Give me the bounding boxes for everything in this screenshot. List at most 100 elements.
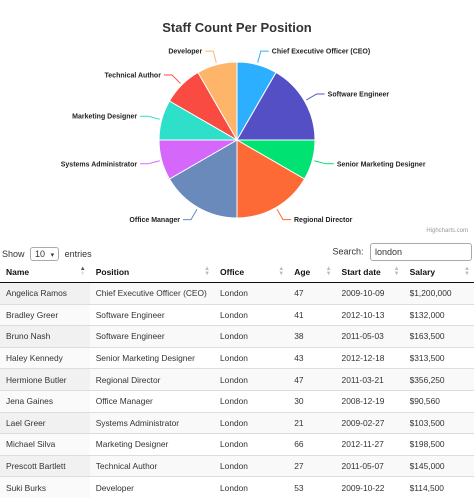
cell-name: Lael Greer — [0, 411, 90, 434]
pie-connector-office-manager — [183, 209, 198, 221]
cell-age: 38 — [288, 325, 336, 348]
cell-name: Hermione Butler — [0, 368, 90, 391]
table-row[interactable]: Lael Greer Systems Administrator London 21 2… — [0, 411, 474, 434]
sort-icon: ▲ ▼ — [278, 266, 285, 277]
column-header-label: Office — [220, 267, 245, 277]
column-header-start-date[interactable]: Start date ▲ ▼ — [335, 262, 404, 283]
entries-select[interactable]: 10 ▾ — [30, 247, 60, 261]
cell-start-date: 2011-05-07 — [335, 454, 404, 477]
cell-office: London — [214, 476, 289, 498]
search-label: Search: — [332, 246, 364, 257]
cell-name: Suki Burks — [0, 476, 90, 498]
cell-name: Jena Gaines — [0, 389, 90, 413]
search-input[interactable]: london — [370, 243, 472, 261]
chart-credits[interactable]: Highcharts.com — [426, 228, 468, 234]
table-row[interactable]: Bradley Greer Software Engineer London 41 20… — [0, 303, 474, 326]
cell-salary: $132,000 — [403, 303, 474, 326]
sort-icon: ▲ ▼ — [79, 266, 86, 277]
column-header-name[interactable]: Name ▲ ▼ — [0, 262, 90, 283]
cell-age: 43 — [288, 346, 336, 369]
cell-age: 53 — [288, 476, 336, 498]
cell-position: Technical Author — [89, 454, 215, 477]
pie-connector-chief-executive-officer-ceo — [257, 50, 269, 63]
chevron-down-icon: ▾ — [50, 252, 55, 259]
cell-position: Software Engineer — [89, 325, 215, 348]
pie-label-developer: Developer — [168, 49, 202, 56]
cell-salary: $1,200,000 — [403, 282, 474, 305]
staff-table: Name ▲ ▼ Position ▲ ▼ Office ▲ ▼ Age ▲ ▼ Start date ▲… — [0, 262, 474, 498]
column-header-age[interactable]: Age ▲ ▼ — [288, 262, 336, 283]
column-header-office[interactable]: Office ▲ ▼ — [214, 262, 289, 283]
cell-start-date: 2009-02-27 — [335, 411, 404, 434]
table-row[interactable]: Hermione Butler Regional Director London 47… — [0, 368, 474, 391]
table-header-row: Name ▲ ▼ Position ▲ ▼ Office ▲ ▼ Age ▲ ▼ Start date ▲… — [0, 262, 474, 283]
pie-slice-developer[interactable] — [197, 61, 238, 142]
pie-slice-software-engineer[interactable] — [236, 71, 316, 141]
cell-position: Systems Administrator — [89, 411, 215, 434]
cell-start-date: 2012-12-18 — [335, 346, 404, 369]
table-controls: Show 10 ▾ entries Search: london — [0, 243, 474, 263]
cell-name: Michael Silva — [0, 433, 90, 456]
cell-office: London — [214, 389, 289, 413]
cell-age: 47 — [288, 368, 336, 391]
length-control: Show 10 ▾ entries — [2, 247, 92, 261]
pie-connector-software-engineer — [306, 93, 325, 101]
column-header-position[interactable]: Position ▲ ▼ — [89, 262, 215, 283]
column-header-label: Start date — [341, 267, 381, 277]
cell-salary: $103,500 — [403, 411, 474, 434]
pie-chart-svg: Staff Count Per Position Chief Executive… — [61, 20, 426, 224]
pie-slice-regional-director[interactable] — [236, 139, 306, 219]
cell-position: Marketing Designer — [89, 433, 215, 456]
pie-slice-office-manager[interactable] — [168, 139, 238, 219]
sort-icon: ▲ ▼ — [204, 266, 211, 277]
cell-office: London — [214, 454, 289, 477]
pie-connector-developer — [205, 50, 217, 63]
sort-icon: ▲ ▼ — [325, 266, 332, 277]
cell-age: 27 — [288, 454, 336, 477]
cell-salary: $356,250 — [403, 368, 474, 391]
cell-position: Developer — [89, 476, 215, 498]
cell-name: Haley Kennedy — [0, 346, 90, 369]
cell-salary: $90,560 — [403, 389, 474, 413]
table-row[interactable]: Angelica Ramos Chief Executive Officer (C… — [0, 282, 474, 305]
cell-salary: $198,500 — [403, 433, 474, 456]
sort-icon: ▲ ▼ — [464, 266, 470, 277]
table-row[interactable]: Prescott Bartlett Technical Author London 2… — [0, 454, 474, 477]
cell-office: London — [214, 346, 289, 369]
cell-start-date: 2011-05-03 — [335, 325, 404, 348]
table-row[interactable]: Michael Silva Marketing Designer London 66 2… — [0, 433, 474, 456]
cell-position: Office Manager — [89, 389, 215, 413]
table-row[interactable]: Haley Kennedy Senior Marketing Designer Lo… — [0, 346, 474, 369]
table-row[interactable]: Bruno Nash Software Engineer London 38 2011-… — [0, 325, 474, 348]
cell-salary: $163,500 — [403, 325, 474, 348]
cell-name: Angelica Ramos — [0, 282, 90, 305]
cell-position: Chief Executive Officer (CEO) — [89, 282, 215, 305]
cell-start-date: 2009-10-09 — [335, 282, 404, 305]
cell-start-date: 2012-10-13 — [335, 303, 404, 326]
pie-label-chief-executive-officer-ceo: Chief Executive Officer (CEO) — [272, 49, 370, 56]
pie-connector-senior-marketing-designer — [314, 160, 334, 165]
table-row[interactable]: Suki Burks Developer London 53 2009-10-22 $11… — [0, 476, 474, 498]
column-header-label: Age — [294, 267, 311, 277]
pie-label-software-engineer: Software Engineer — [328, 92, 390, 99]
pie-label-regional-director: Regional Director — [294, 217, 353, 224]
column-header-salary[interactable]: Salary ▲ ▼ — [403, 262, 474, 283]
cell-salary: $145,000 — [403, 454, 474, 477]
cell-name: Bruno Nash — [0, 325, 90, 348]
pie-connector-regional-director — [276, 209, 291, 221]
cell-name: Prescott Bartlett — [0, 454, 90, 477]
cell-start-date: 2009-10-22 — [335, 476, 404, 498]
cell-start-date: 2008-12-19 — [335, 389, 404, 413]
column-header-label: Name — [6, 267, 30, 277]
cell-office: London — [214, 325, 289, 348]
show-label: Show — [2, 249, 25, 259]
cell-office: London — [214, 433, 289, 456]
table-row[interactable]: Jena Gaines Office Manager London 30 2008-12… — [0, 389, 474, 413]
pie-label-systems-administrator: Systems Administrator — [61, 161, 138, 168]
cell-start-date: 2011-03-21 — [335, 368, 404, 391]
pie-connector-marketing-designer — [140, 115, 160, 120]
chart-title: Staff Count Per Position — [162, 20, 312, 35]
cell-office: London — [214, 303, 289, 326]
column-header-label: Position — [95, 267, 130, 277]
cell-age: 47 — [288, 282, 336, 305]
